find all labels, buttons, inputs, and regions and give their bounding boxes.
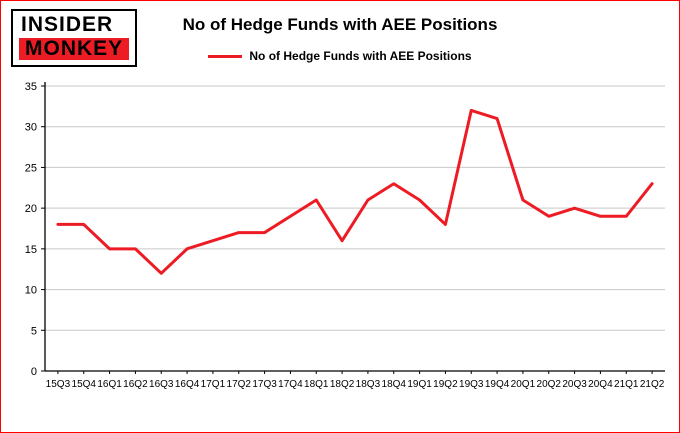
y-tick-label: 5 [31,325,37,337]
x-tick-label: 19Q4 [485,379,510,390]
x-tick-label: 15Q3 [46,379,71,390]
x-tick-label: 19Q3 [459,379,484,390]
y-tick-label: 20 [25,203,37,215]
legend-label: No of Hedge Funds with AEE Positions [249,49,472,63]
x-tick-label: 18Q2 [330,379,355,390]
x-tick-label: 17Q2 [227,379,252,390]
x-tick-label: 16Q2 [123,379,148,390]
x-tick-label: 18Q1 [304,379,329,390]
y-tick-label: 0 [31,366,37,378]
x-tick-label: 18Q4 [382,379,407,390]
chart-title: No of Hedge Funds with AEE Positions [182,15,498,34]
x-tick-label: 21Q2 [640,379,665,390]
x-tick-label: 17Q4 [278,379,303,390]
x-tick-label: 20Q1 [511,379,536,390]
x-tick-label: 17Q3 [252,379,277,390]
x-tick-label: 20Q4 [588,379,613,390]
x-tick-label: 15Q4 [72,379,97,390]
x-tick-label: 16Q3 [149,379,174,390]
data-line [56,108,654,275]
y-tick-label: 15 [25,244,37,256]
x-tick-label: 20Q2 [537,379,562,390]
header: No of Hedge Funds with AEE Positions No … [1,1,679,73]
y-tick-label: 25 [25,162,37,174]
y-tick-label: 35 [25,81,37,93]
x-tick-label: 16Q4 [175,379,200,390]
x-tick-label: 21Q1 [614,379,639,390]
legend: No of Hedge Funds with AEE Positions [208,49,472,63]
x-tick-label: 20Q3 [562,379,587,390]
x-tick-label: 17Q1 [201,379,226,390]
logo-text-insider: INSIDER [21,13,114,36]
y-tick-label: 30 [25,122,37,134]
x-tick-label: 19Q1 [407,379,432,390]
x-tick-label: 18Q3 [356,379,381,390]
legend-line-swatch [208,54,243,58]
insider-monkey-logo: INSIDER MONKEY [11,9,138,68]
logo-text-monkey: MONKEY [19,37,130,61]
y-tick-label: 10 [25,285,37,297]
title-block: No of Hedge Funds with AEE Positions No … [1,1,679,63]
x-tick-label: 16Q1 [97,379,122,390]
x-tick-label: 19Q2 [433,379,458,390]
chart-area: 0 5 10 15 20 25 30 35 15Q3 15Q4 16Q1 16Q2 16Q3 16Q4 17… [1,73,679,432]
